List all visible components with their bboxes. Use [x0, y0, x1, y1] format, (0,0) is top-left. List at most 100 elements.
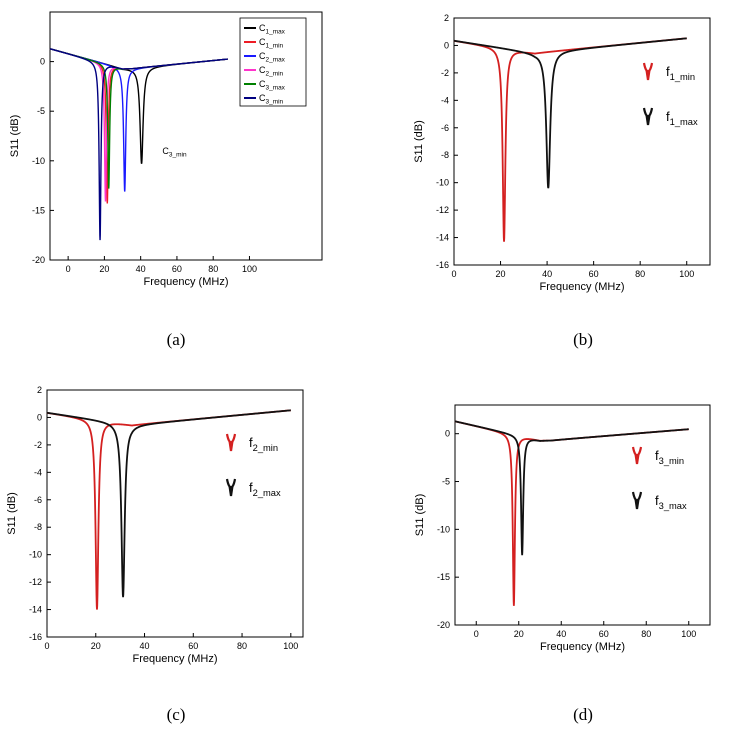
series-line-c1_min — [49, 48, 228, 204]
series-line-f3_max — [454, 420, 689, 556]
x-axis-label: Frequency (MHz) — [133, 653, 218, 665]
y-tick-label: -2 — [441, 68, 449, 78]
x-tick-label: 60 — [589, 269, 599, 279]
legend-entry: C2_min — [259, 65, 284, 78]
legend-glyph — [642, 107, 654, 118]
x-axis-label: Frequency (MHz) — [540, 281, 625, 293]
legend-entry: C3_max — [259, 79, 286, 92]
legend-entry: f2_min — [249, 435, 278, 453]
x-tick-label: 20 — [514, 629, 524, 639]
panel-c: 0 20 40 60 80 10020-2-4-6-8-10-12-14-16Freque… — [6, 385, 304, 724]
series-line-c1_max — [49, 48, 228, 164]
y-tick-label: 2 — [444, 13, 449, 23]
annotation-label: C3_min — [162, 146, 187, 159]
y-tick-label: -10 — [436, 178, 449, 188]
x-tick-label: 20 — [99, 264, 109, 274]
y-tick-label: -15 — [32, 205, 45, 215]
y-tick-label: -10 — [437, 524, 450, 534]
legend-entry: f3_min — [655, 448, 684, 466]
y-tick-label: -5 — [442, 477, 450, 487]
y-tick-label: -4 — [34, 467, 42, 477]
x-tick-label: 40 — [542, 269, 552, 279]
y-tick-label: -8 — [441, 150, 449, 160]
x-tick-label: 100 — [283, 641, 298, 651]
y-tick-label: -12 — [29, 577, 42, 587]
x-tick-label: 0 — [44, 641, 49, 651]
plot-frame — [49, 11, 323, 261]
y-tick-label: 0 — [445, 429, 450, 439]
y-tick-label: -14 — [436, 233, 449, 243]
x-tick-label: 80 — [237, 641, 247, 651]
legend-glyph-tip — [634, 498, 640, 510]
series-line-f1_min — [453, 37, 687, 242]
y-tick-label: -5 — [37, 106, 45, 116]
y-tick-label: -20 — [32, 255, 45, 265]
y-tick-label: 0 — [444, 40, 449, 50]
x-tick-label: 80 — [635, 269, 645, 279]
y-tick-label: 0 — [40, 57, 45, 67]
series-line-c3_max — [49, 48, 228, 189]
legend-entry: C2_max — [259, 51, 286, 64]
legend-entry: C1_min — [259, 37, 284, 50]
y-tick-label: -14 — [29, 605, 42, 615]
legend-glyph — [642, 62, 654, 73]
y-tick-label: -10 — [32, 156, 45, 166]
y-axis-label: S11 (dB) — [413, 120, 425, 163]
plot-b: 0 20 40 60 80 10020-2-4-6-8-10-12-14-16Freque… — [413, 13, 711, 293]
y-tick-label: -16 — [29, 632, 42, 642]
legend-glyph — [225, 433, 237, 444]
y-tick-label: -6 — [441, 123, 449, 133]
series-line-c2_min — [49, 48, 228, 202]
y-tick-label: -16 — [436, 260, 449, 270]
x-tick-label: 80 — [641, 629, 651, 639]
plot-frame — [46, 389, 304, 638]
series-line-c2_max — [49, 48, 228, 192]
y-tick-label: -10 — [29, 550, 42, 560]
legend-glyph-tip — [634, 453, 640, 465]
plot-frame — [454, 404, 711, 626]
legend-entry: f1_max — [666, 109, 698, 127]
x-tick-label: 100 — [242, 264, 257, 274]
x-tick-label: 20 — [496, 269, 506, 279]
y-axis-label: S11 (dB) — [414, 494, 426, 537]
x-tick-label: 40 — [140, 641, 150, 651]
caption-d: (d) — [573, 705, 593, 724]
x-tick-label: 60 — [172, 264, 182, 274]
legend-glyph-tip — [645, 114, 651, 126]
legend-glyph-tip — [228, 440, 234, 452]
legend-glyph-tip — [228, 485, 234, 497]
x-tick-label: 0 — [474, 629, 479, 639]
legend-entry: C1_max — [259, 23, 286, 36]
x-tick-label: 80 — [208, 264, 218, 274]
legend-glyph — [631, 446, 643, 457]
legend-entry: f3_max — [655, 493, 687, 511]
y-tick-label: 0 — [37, 412, 42, 422]
x-tick-label: 100 — [681, 629, 696, 639]
y-tick-label: -20 — [437, 620, 450, 630]
y-tick-label: -6 — [34, 495, 42, 505]
y-axis-label: S11 (dB) — [9, 115, 21, 158]
y-tick-label: -2 — [34, 440, 42, 450]
x-tick-label: 40 — [136, 264, 146, 274]
x-tick-label: 0 — [66, 264, 71, 274]
plot-d: 0 20 40 60 80 100 0 -5 -10 -15 -20 Frequency (MHz) S… — [414, 404, 711, 653]
legend-entry: f2_max — [249, 480, 281, 498]
series-line-f2_min — [46, 409, 291, 610]
series-line-f1_max — [453, 37, 687, 189]
y-tick-label: -12 — [436, 205, 449, 215]
legend-box — [239, 17, 307, 107]
legend-entry: C3_min — [259, 93, 284, 106]
x-tick-label: 60 — [188, 641, 198, 651]
series-line-f2_max — [46, 409, 291, 598]
plot-frame — [453, 17, 711, 266]
legend-glyph — [225, 478, 237, 489]
plot-c: 0 20 40 60 80 10020-2-4-6-8-10-12-14-16Freque… — [6, 385, 304, 665]
y-tick-label: -4 — [441, 95, 449, 105]
legend-glyph-tip — [645, 69, 651, 81]
x-axis-label: Frequency (MHz) — [144, 276, 229, 288]
caption-a: (a) — [167, 330, 186, 349]
x-tick-label: 20 — [91, 641, 101, 651]
panel-b: 0 20 40 60 80 10020-2-4-6-8-10-12-14-16Freque… — [413, 13, 711, 349]
panel-d: 0 20 40 60 80 100 0 -5 -10 -15 -20 Frequency (MHz) S… — [414, 404, 711, 724]
